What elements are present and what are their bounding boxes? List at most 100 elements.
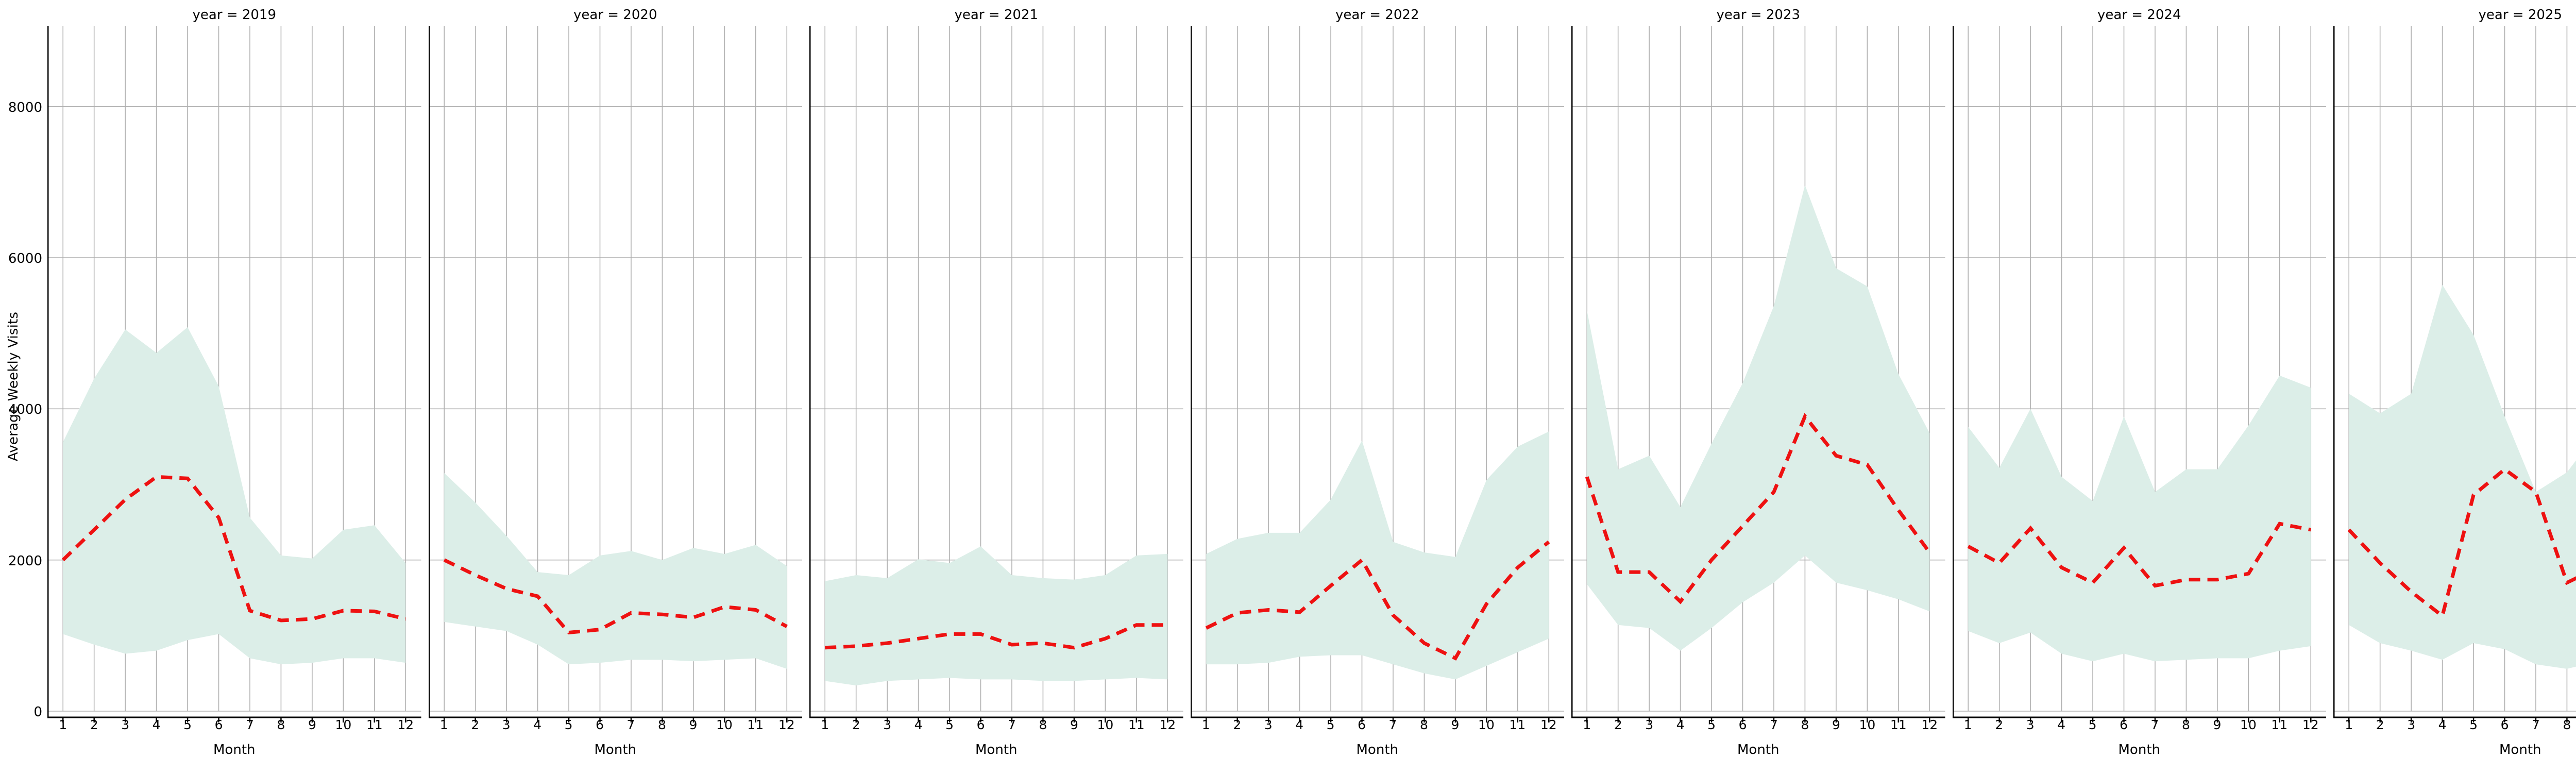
x-tick-label: 4: [533, 717, 542, 732]
x-tick-label: 12: [1159, 717, 1176, 732]
x-tick-label: 5: [1707, 717, 1716, 732]
x-tick-label: 10: [1859, 717, 1876, 732]
percentile-band: [1968, 375, 2311, 662]
x-tick-label: 6: [596, 717, 604, 732]
x-tick-label: 2: [1614, 717, 1622, 732]
x-tick-label: 9: [689, 717, 698, 732]
facet-panel: year = 2020 1 2 3 4 5 6 7 8 9 10 11 12 Month: [428, 0, 802, 773]
x-tick-label: 4: [1295, 717, 1304, 732]
x-tick-label: 10: [1097, 717, 1114, 732]
percentile-band: [63, 327, 406, 665]
x-tick-label: 4: [2438, 717, 2447, 732]
x-tick-label: 10: [1478, 717, 1495, 732]
x-tick-label: 7: [626, 717, 635, 732]
x-tick-label: 3: [502, 717, 511, 732]
facet-panel: year = 2024 1 2 3 4 5 6 7 8 9 10 11 12 Month: [1952, 0, 2326, 773]
x-axis-label: Month: [1737, 742, 1780, 758]
facet-title: year = 2019: [192, 7, 277, 23]
x-tick-label: 1: [1583, 717, 1591, 732]
x-axis-label: Month: [975, 742, 1018, 758]
percentile-band: [2349, 284, 2576, 669]
median-line: [825, 623, 1168, 650]
x-tick-label: 11: [1890, 717, 1907, 732]
x-tick-label: 8: [2563, 717, 2571, 732]
x-tick-label: 7: [1008, 717, 1016, 732]
x-tick-label: 6: [1738, 717, 1747, 732]
x-tick-label: 3: [1264, 717, 1273, 732]
x-tick-label: 8: [1801, 717, 1809, 732]
x-tick-label: 1: [821, 717, 829, 732]
x-tick-label: 10: [2240, 717, 2257, 732]
x-tick-label: 9: [1070, 717, 1078, 732]
x-tick-label: 11: [1509, 717, 1526, 732]
facet-title: year = 2021: [954, 7, 1039, 23]
x-tick-label: 9: [2213, 717, 2222, 732]
x-tick-label: 1: [59, 717, 67, 732]
x-tick-label: 12: [1921, 717, 1938, 732]
x-tick-label: 11: [2271, 717, 2288, 732]
median-line: [1585, 413, 1931, 604]
x-tick-label: 3: [121, 717, 130, 732]
facet-grid: year = 2019 1 2 3 4 5 6 7 8 9 10 11 12 Month year = 20…: [47, 0, 2576, 773]
facet-panel: year = 2022 1 2 3 4 5 6 7 8 9 10 11 12 Month: [1190, 0, 1564, 773]
x-tick-label: 12: [397, 717, 414, 732]
facet-title: year = 2023: [1716, 7, 1801, 23]
x-tick-label: 2: [90, 717, 98, 732]
x-tick-label: 12: [778, 717, 795, 732]
facet-panel: year = 2019 1 2 3 4 5 6 7 8 9 10 11 12 Month: [47, 0, 421, 773]
plot-area: [428, 26, 802, 722]
x-tick-label: 8: [277, 717, 285, 732]
x-tick-label: 6: [214, 717, 223, 732]
x-tick-label: 9: [1451, 717, 1460, 732]
plot-area: [2333, 26, 2576, 722]
x-tick-label: 8: [2181, 717, 2190, 732]
median-line: [443, 558, 788, 635]
x-tick-label: 1: [1963, 717, 1972, 732]
x-tick-label: 9: [308, 717, 316, 732]
y-axis-tick-labels: 0 2000 4000 6000 8000: [0, 0, 47, 773]
x-tick-label: 1: [2345, 717, 2353, 732]
x-tick-label: 4: [914, 717, 923, 732]
plot-area: [47, 26, 421, 722]
x-tick-label: 2: [2376, 717, 2384, 732]
x-tick-label: 5: [1326, 717, 1335, 732]
x-tick-label: 8: [1039, 717, 1047, 732]
x-tick-label: 3: [1645, 717, 1654, 732]
x-axis-label: Month: [1356, 742, 1399, 758]
x-axis-label: Month: [2118, 742, 2161, 758]
facet-panel: year = 2025123456789101112Month: [2333, 0, 2576, 773]
x-tick-label: 2: [471, 717, 480, 732]
x-tick-label: 12: [2302, 717, 2319, 732]
y-tick-label: 0: [33, 704, 42, 720]
facet-title: year = 2020: [573, 7, 657, 23]
x-tick-label: 6: [2120, 717, 2128, 732]
x-tick-label: 7: [2532, 717, 2540, 732]
x-tick-label: 4: [2057, 717, 2066, 732]
y-tick-label: 8000: [8, 99, 42, 115]
median-line: [1967, 522, 2311, 588]
x-axis-label: Month: [213, 742, 256, 758]
x-tick-label: 7: [246, 717, 254, 732]
x-axis-label: Month: [594, 742, 637, 758]
y-tick-label: 6000: [8, 251, 42, 266]
x-tick-label: 5: [945, 717, 954, 732]
x-tick-label: 8: [657, 717, 666, 732]
x-tick-label: 7: [1388, 717, 1397, 732]
plot-area: [1952, 26, 2326, 722]
facet-title: year = 2022: [1335, 7, 1419, 23]
x-tick-label: 3: [2026, 717, 2035, 732]
x-tick-label: 10: [335, 717, 352, 732]
facet-title: year = 2025: [2478, 7, 2563, 23]
x-tick-label: 2: [852, 717, 860, 732]
median-line: [2347, 467, 2576, 619]
x-tick-label: 9: [1832, 717, 1840, 732]
x-tick-label: 12: [1540, 717, 1557, 732]
percentile-band: [444, 473, 787, 669]
percentile-band: [825, 546, 1168, 686]
x-tick-label: 7: [2150, 717, 2159, 732]
percentile-band: [1587, 185, 1930, 651]
y-tick-label: 4000: [8, 402, 42, 418]
facet-panel: year = 2021 1 2 3 4 5 6 7 8 9 10 11 12 Month: [809, 0, 1183, 773]
plot-area: [1190, 26, 1564, 722]
